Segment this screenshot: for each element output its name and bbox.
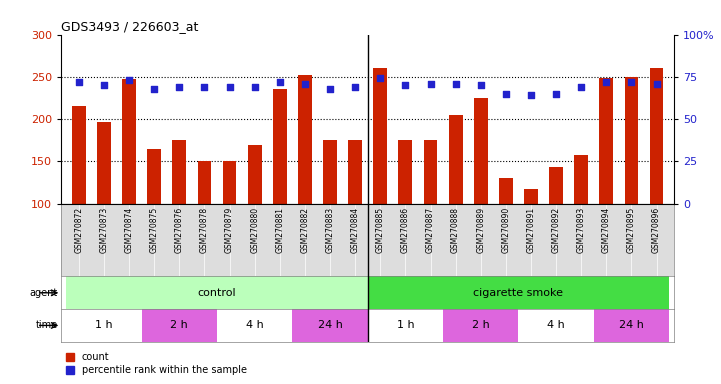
Text: GSM270890: GSM270890 [501,207,510,253]
Text: GSM270878: GSM270878 [200,207,209,253]
Text: GSM270872: GSM270872 [74,207,84,253]
Point [601,79,612,85]
Point [149,86,160,92]
Text: GSM270893: GSM270893 [577,207,585,253]
Point [374,75,386,81]
Point [224,84,235,90]
Bar [624,77,638,204]
Bar [424,140,438,204]
Text: 1 h: 1 h [397,320,414,331]
Text: 1 h: 1 h [95,320,112,331]
Text: GSM270882: GSM270882 [301,207,309,253]
Point [425,81,436,87]
Text: GSM270889: GSM270889 [477,207,485,253]
Point [525,92,536,98]
Point [350,84,361,90]
Text: GSM270887: GSM270887 [426,207,435,253]
Text: GSM270873: GSM270873 [99,207,108,253]
Text: GSM270876: GSM270876 [174,207,184,253]
Text: GSM270884: GSM270884 [350,207,360,253]
Text: 24 h: 24 h [317,320,342,331]
Text: GSM270886: GSM270886 [401,207,410,253]
Point [575,84,587,90]
Bar [549,167,563,204]
Text: GSM270891: GSM270891 [526,207,536,253]
Point [299,81,311,87]
Bar [273,89,287,204]
Text: cigarette smoke: cigarette smoke [474,288,563,298]
Point [651,81,663,87]
Bar [474,98,487,204]
Bar [599,78,614,204]
Text: GDS3493 / 226603_at: GDS3493 / 226603_at [61,20,199,33]
Text: GSM270875: GSM270875 [150,207,159,253]
Point [324,86,336,92]
Point [450,81,461,87]
Text: GSM270885: GSM270885 [376,207,385,253]
Bar [373,68,387,204]
Bar [223,161,236,204]
Bar [499,178,513,204]
Bar [524,189,538,204]
Text: GSM270879: GSM270879 [225,207,234,253]
Text: 4 h: 4 h [246,320,264,331]
Text: 4 h: 4 h [547,320,565,331]
Text: control: control [198,288,236,298]
Point [399,82,411,88]
Point [199,84,211,90]
Point [174,84,185,90]
Text: GSM270895: GSM270895 [627,207,636,253]
Point [274,79,286,85]
Bar [399,140,412,204]
Text: GSM270894: GSM270894 [602,207,611,253]
Bar [122,79,136,204]
Point [249,84,260,90]
Text: GSM270874: GSM270874 [125,207,133,253]
Bar [172,140,186,204]
Legend: count, percentile rank within the sample: count, percentile rank within the sample [66,353,247,375]
Point [500,91,512,97]
Bar [72,106,86,204]
Text: GSM270896: GSM270896 [652,207,661,253]
Point [123,77,135,83]
Point [98,82,110,88]
Bar [298,75,311,204]
Point [550,91,562,97]
Text: 2 h: 2 h [472,320,490,331]
Text: 24 h: 24 h [619,320,644,331]
Bar [147,149,161,204]
Bar [248,145,262,204]
Bar [650,68,663,204]
Text: GSM270881: GSM270881 [275,207,284,253]
Text: GSM270880: GSM270880 [250,207,259,253]
Text: time: time [35,320,58,331]
Point [626,79,637,85]
Bar [323,140,337,204]
Bar [348,140,362,204]
Text: 2 h: 2 h [170,320,188,331]
Bar [97,122,111,204]
Point [73,79,84,85]
Text: agent: agent [30,288,58,298]
Bar [448,115,463,204]
Text: GSM270883: GSM270883 [326,207,335,253]
Text: GSM270888: GSM270888 [451,207,460,253]
Text: GSM270892: GSM270892 [552,207,561,253]
Bar [198,161,211,204]
Point [475,82,487,88]
Bar [575,154,588,204]
